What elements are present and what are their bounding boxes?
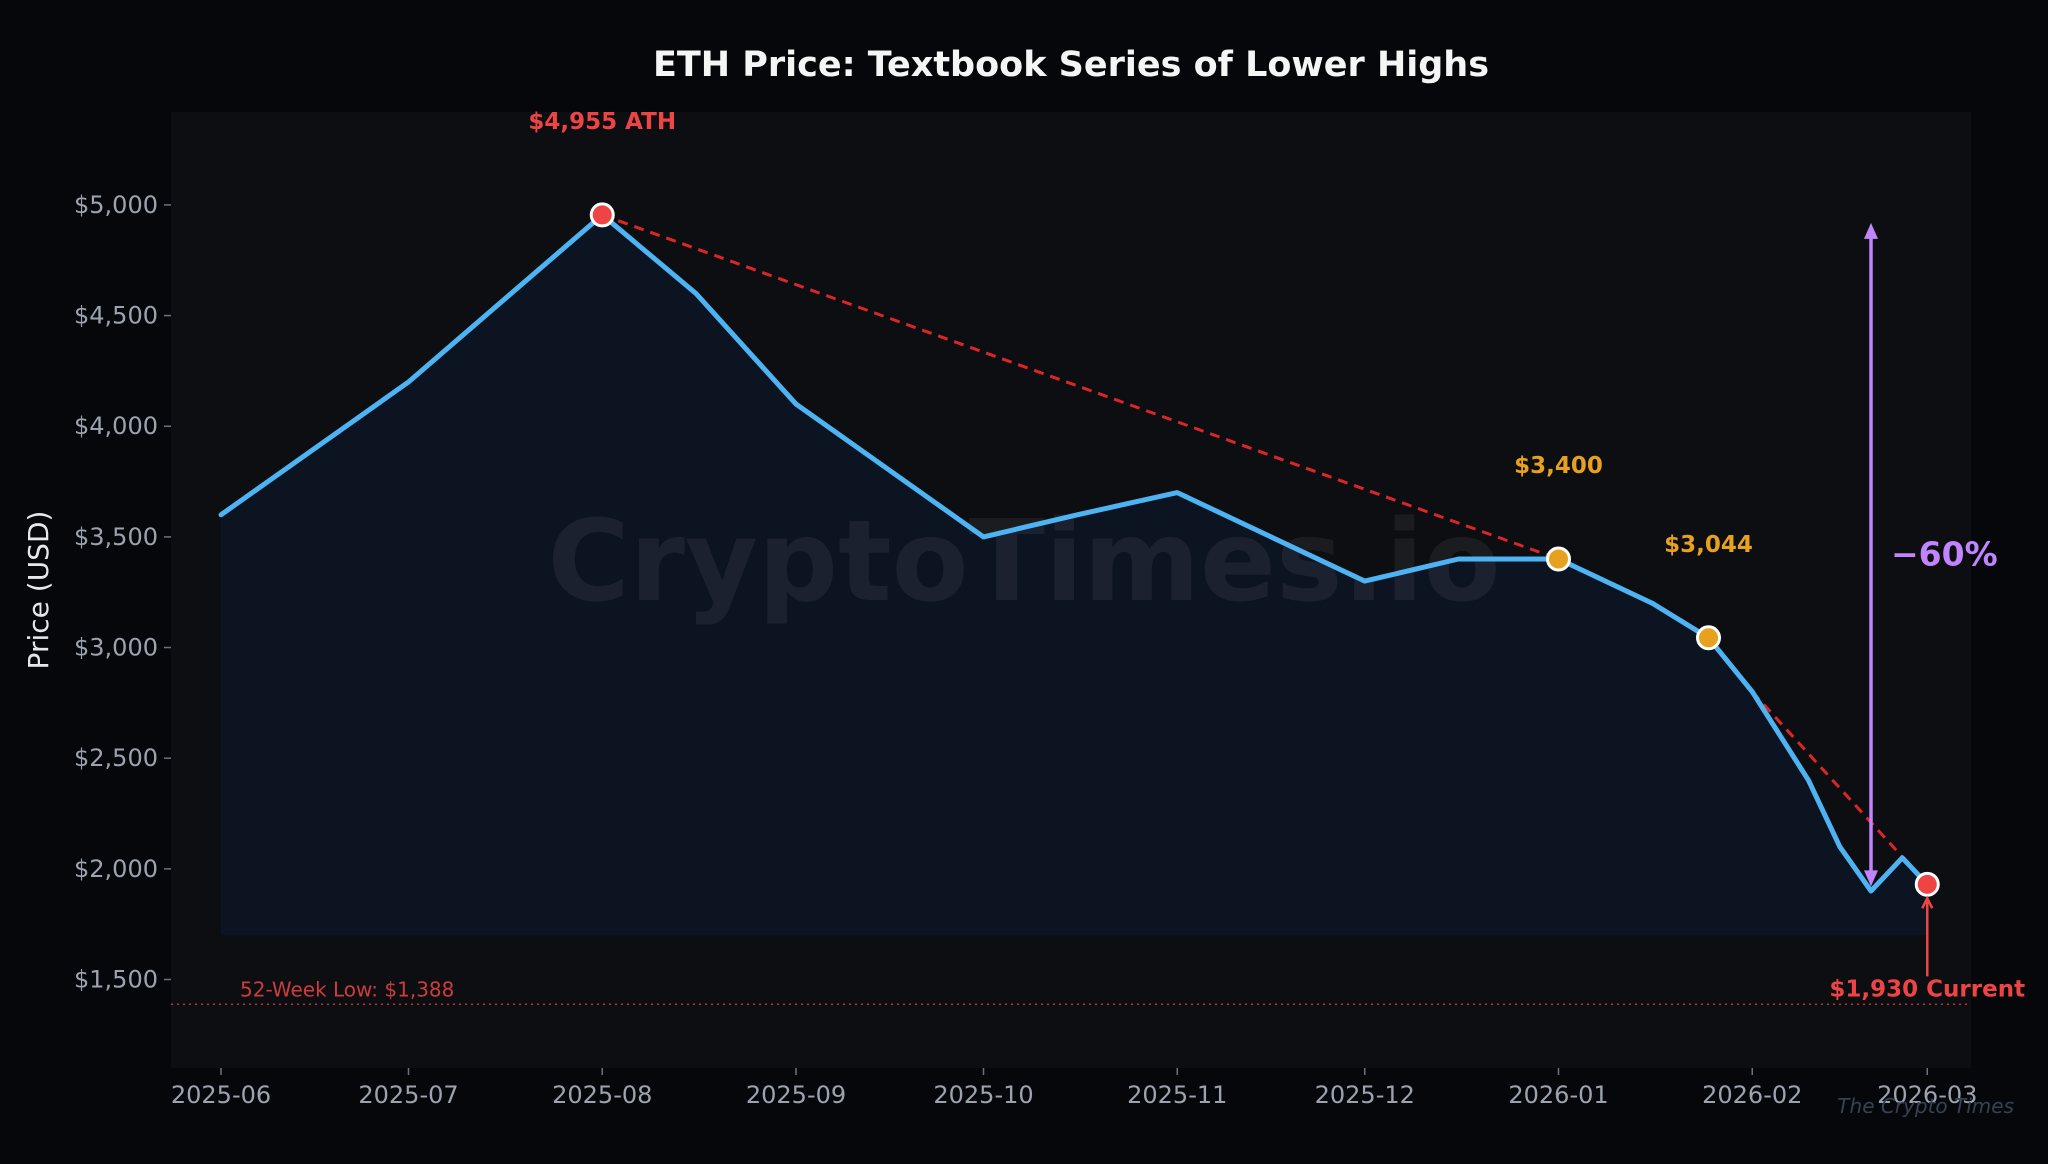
highlight-points-layer: $4,955 ATH $3,400 $3,044 $1,930 Current xyxy=(528,109,2025,1002)
highlight-point xyxy=(589,202,615,228)
x-tick-label: 2025-12 xyxy=(1315,1081,1415,1109)
x-tick-label: 2025-07 xyxy=(358,1081,458,1109)
highlight-point-label: $4,955 ATH xyxy=(528,109,676,135)
y-tick-label: $2,000 xyxy=(74,855,158,883)
y-tick-label: $1,500 xyxy=(74,965,158,993)
trend-line xyxy=(1751,690,1929,886)
x-tick-label: 2025-11 xyxy=(1127,1081,1227,1109)
x-tick-label: 2025-08 xyxy=(552,1081,652,1109)
highlight-point xyxy=(1696,625,1721,651)
reference-layer: 52-Week Low: $1,388 xyxy=(171,977,1971,1006)
price-line-layer xyxy=(218,212,1930,894)
drawdown-arrow-head-bottom xyxy=(1864,870,1878,887)
y-tick-label: $4,500 xyxy=(74,302,158,330)
highlight-point xyxy=(1914,871,1940,897)
highlight-point-label: $3,400 xyxy=(1514,453,1603,479)
x-tick-label: 2026-02 xyxy=(1702,1081,1802,1109)
drawdown-arrow-head-top xyxy=(1864,222,1878,239)
y-axis-label: Price (USD) xyxy=(22,511,55,670)
x-tick-label: 2026-01 xyxy=(1508,1081,1608,1109)
area-layer xyxy=(221,214,1928,936)
trendline-layer xyxy=(601,213,1929,886)
watermark: CryptoTimes.io xyxy=(547,497,1500,627)
x-tick-label: 2025-10 xyxy=(933,1081,1033,1109)
chart-title: ETH Price: Textbook Series of Lower High… xyxy=(653,45,1489,85)
reference-label: 52-Week Low: $1,388 xyxy=(240,977,454,1001)
highlight-point-label: $1,930 Current xyxy=(1829,976,2025,1002)
x-tick-label: 2026-03 xyxy=(1877,1081,1977,1109)
price-line xyxy=(218,212,1930,894)
y-tick-label: $4,000 xyxy=(74,412,158,440)
y-tick-label: $2,500 xyxy=(74,744,158,772)
x-axis: 2025-06 2025-07 2025-08 2025-09 2025-10 2025-… xyxy=(171,1068,1977,1109)
highlight-point-label: $3,044 xyxy=(1664,532,1753,558)
current-pointer-head xyxy=(1921,895,1934,909)
y-tick-label: $3,000 xyxy=(74,634,158,662)
x-tick-label: 2025-06 xyxy=(171,1081,271,1109)
price-area-fill xyxy=(221,214,1928,936)
drawdown-label: −60% xyxy=(1891,535,1998,574)
y-tick-label: $5,000 xyxy=(74,191,158,219)
y-axis: $1,500 $2,000 $2,500 $3,000 $3,500 $4,000 $4,5… xyxy=(74,191,171,993)
x-tick-label: 2025-09 xyxy=(746,1081,846,1109)
y-tick-label: $3,500 xyxy=(74,523,158,551)
credit-text: The Crypto Times xyxy=(1837,1094,2014,1118)
drawdown-layer: −60% xyxy=(1864,222,1998,887)
highlight-point xyxy=(1546,546,1571,572)
